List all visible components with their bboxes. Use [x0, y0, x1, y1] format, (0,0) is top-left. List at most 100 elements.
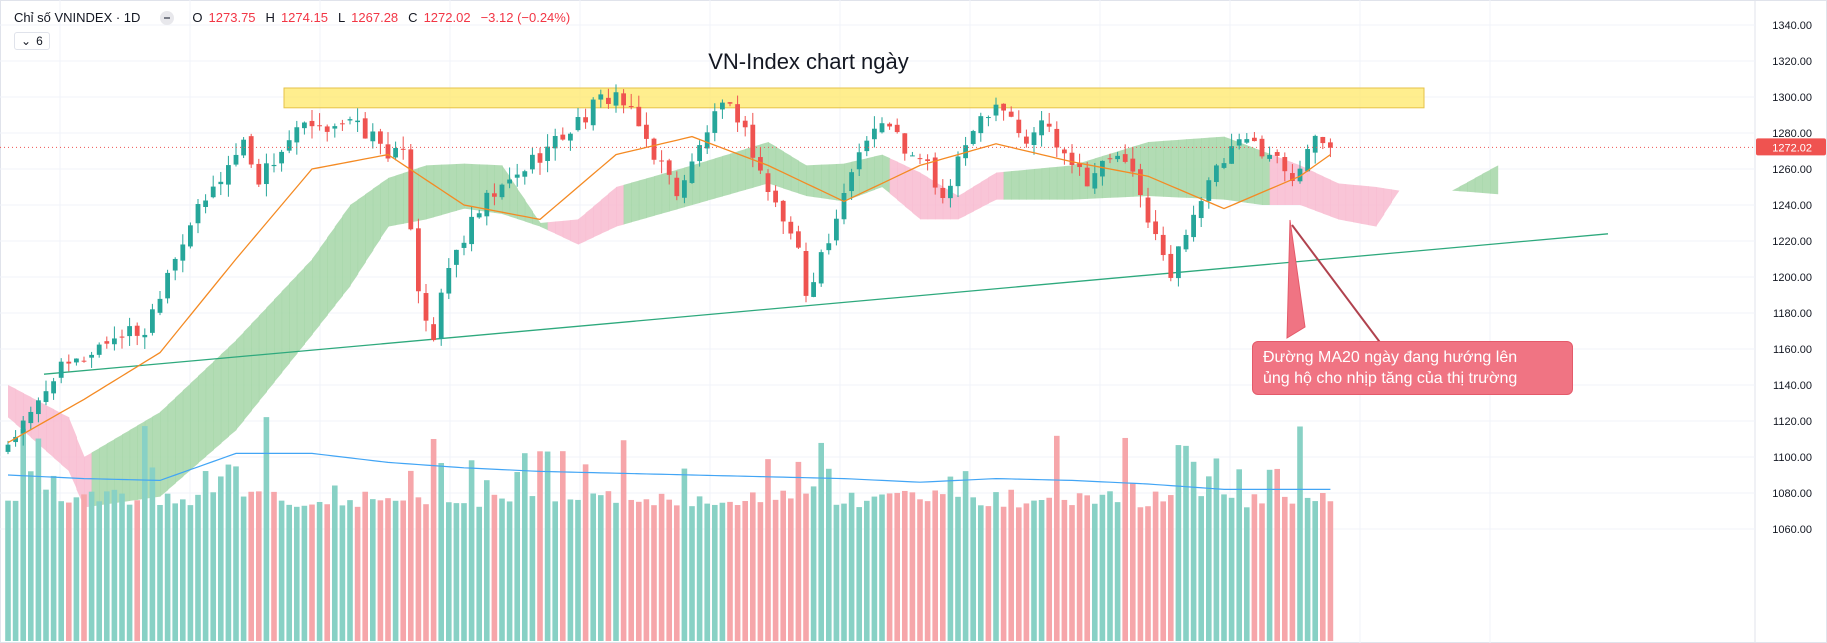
y-tick-label: 1200.00 [1772, 272, 1812, 284]
ichimoku-cloud-segment [813, 164, 822, 199]
candle-body [758, 157, 763, 171]
ichimoku-cloud-segment [699, 160, 708, 203]
ichimoku-cloud-segment [790, 156, 799, 194]
candle-body [36, 400, 41, 415]
volume-bar [385, 498, 391, 641]
ichimoku-cloud-segment [1383, 188, 1392, 215]
candle-body [628, 106, 634, 108]
ichimoku-cloud-segment [99, 443, 108, 506]
volume-bar [377, 500, 384, 641]
candle-body [1046, 123, 1052, 127]
candle-body [13, 436, 18, 443]
candle-body [1274, 152, 1280, 156]
volume-bar [172, 503, 178, 641]
volume-bar [742, 501, 748, 641]
ichimoku-cloud-segment [616, 184, 625, 227]
candle-body [81, 360, 87, 362]
ichimoku-cloud-segment [1170, 139, 1179, 198]
symbol-title[interactable]: Chỉ số VNINDEX · 1D [14, 10, 141, 25]
ichimoku-cloud-segment [661, 171, 670, 214]
candle-body [180, 244, 186, 261]
volume-bar [1092, 503, 1098, 641]
candle-body [461, 242, 467, 248]
ichimoku-cloud-segment [578, 212, 587, 245]
candle-body [393, 147, 398, 158]
ichimoku-cloud-segment [357, 194, 366, 275]
candle-body [385, 144, 391, 159]
ichimoku-cloud-segment [388, 175, 397, 227]
candle-body [545, 146, 550, 161]
ichimoku-cloud-segment [1368, 186, 1377, 227]
ichimoku-cloud-segment [828, 163, 837, 201]
volume-bar [1206, 476, 1212, 641]
ichimoku-cloud-segment [608, 187, 617, 231]
volume-bar [1297, 426, 1303, 641]
candle-body [1290, 173, 1295, 182]
volume-bar [917, 499, 923, 641]
candle-body [96, 344, 102, 355]
y-tick-label: 1260.00 [1772, 164, 1812, 176]
candle-body [932, 157, 938, 188]
candle-body [51, 381, 56, 394]
ichimoku-cloud-segment [509, 176, 518, 220]
candle-body [416, 228, 421, 292]
ichimoku-cloud-segment [175, 390, 184, 484]
minus-icon[interactable] [160, 10, 175, 25]
ichimoku-cloud-segment [1307, 169, 1316, 211]
ichimoku-cloud-segment [114, 434, 123, 504]
volume-bar [316, 501, 323, 641]
volume-bar [909, 492, 916, 641]
ichimoku-cloud-segment [874, 154, 883, 190]
ichimoku-cloud-segment [654, 174, 663, 216]
volume-bar [605, 491, 612, 641]
ichimoku-cloud-segment [441, 164, 450, 216]
volume-bar [499, 498, 505, 641]
ichimoku-cloud-segment [1056, 166, 1065, 200]
candle-body [674, 177, 680, 197]
volume-bar [119, 493, 125, 641]
ichimoku-cloud-segment [889, 158, 898, 200]
ichimoku-cloud-segment [540, 222, 549, 231]
ichimoku-cloud-segment [707, 158, 716, 201]
candle-body [248, 136, 254, 165]
ichimoku-cloud-segment [1072, 163, 1081, 200]
volume-bar [818, 442, 824, 641]
volume-bar [1312, 501, 1318, 641]
candle-body [1229, 146, 1234, 164]
annotation-callout: Đường MA20 ngày đang hướng lên ủng hộ ch… [1252, 341, 1573, 395]
ichimoku-cloud-segment [220, 347, 229, 444]
volume-bar [1023, 503, 1030, 641]
ichimoku-cloud-segment [106, 439, 115, 505]
ichimoku-cloud-segment [1490, 165, 1499, 195]
candle-body [188, 225, 193, 247]
candle-body [1168, 253, 1174, 278]
ichimoku-cloud-segment [243, 323, 252, 421]
candle-body [1001, 103, 1006, 111]
resistance-zone [283, 87, 1425, 109]
volume-bar [423, 504, 429, 641]
close-value: 1272.02 [423, 10, 471, 25]
candle-body [742, 120, 748, 128]
ichimoku-cloud-segment [274, 291, 283, 383]
candle-body [317, 125, 322, 127]
ichimoku-cloud-segment [433, 164, 442, 218]
candle-body [233, 154, 239, 165]
ichimoku-cloud-segment [15, 389, 24, 431]
candle-body [378, 131, 383, 144]
candle-body [773, 190, 778, 203]
support-trendline [43, 233, 1609, 375]
candle-body [469, 216, 474, 245]
candle-body [89, 354, 94, 358]
volume-bar [1114, 502, 1121, 641]
volume-bar [552, 501, 558, 641]
volume-bar [309, 504, 315, 641]
indicators-toggle[interactable]: ⌄ 6 [14, 32, 50, 50]
candle-body [286, 140, 292, 151]
candle-body [400, 148, 406, 150]
candle-body [864, 140, 870, 152]
candle-body [636, 106, 642, 127]
volume-bar [347, 500, 353, 641]
candle-body [644, 124, 649, 139]
candle-body [1305, 149, 1310, 172]
